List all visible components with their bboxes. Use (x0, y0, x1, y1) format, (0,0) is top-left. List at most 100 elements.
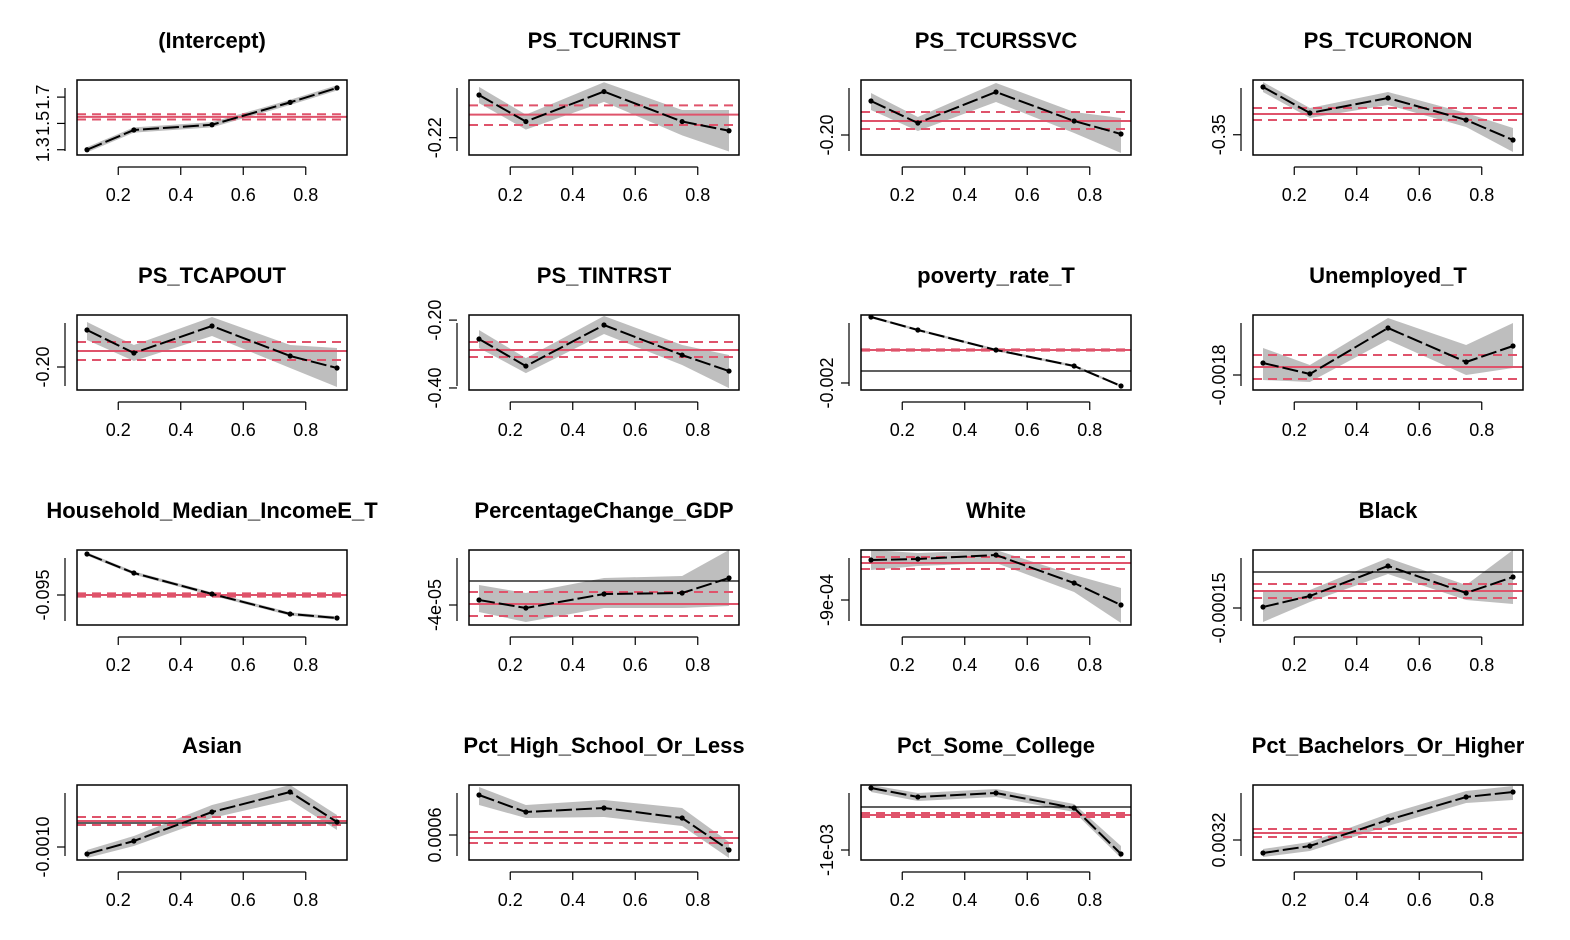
coefficient-point (287, 611, 293, 617)
coefficient-point (1307, 593, 1313, 599)
plot-area (861, 83, 1131, 153)
coefficient-point (601, 322, 607, 328)
x-tick-label: 0.2 (498, 185, 523, 205)
x-tick-label: 0.6 (231, 420, 256, 440)
coefficient-point (287, 353, 293, 359)
plot-frame (468, 784, 740, 861)
x-tick-label: 0.8 (1469, 890, 1494, 910)
confidence-band (87, 552, 337, 620)
coefficient-point (523, 809, 529, 815)
coefficient-point (993, 552, 999, 558)
panel-title: PercentageChange_GDP (474, 498, 733, 523)
confidence-band (479, 787, 729, 858)
x-tick-label: 0.6 (1407, 655, 1432, 675)
plot-area (1253, 550, 1523, 622)
coefficient-point (287, 99, 293, 105)
coefficient-point (1385, 325, 1391, 331)
x-tick-label: 0.4 (560, 185, 585, 205)
coefficient-point (1307, 843, 1313, 849)
y-tick-label: -0.40 (425, 367, 445, 408)
y-tick-label: -0.095 (33, 569, 53, 620)
panel: Black 0.2 0.4 0.6 0.8 -0.00015 (1209, 498, 1524, 675)
coefficient-point (993, 790, 999, 796)
x-tick-label: 0.8 (1077, 655, 1102, 675)
panel-title: Pct_Some_College (897, 733, 1095, 758)
coefficient-point (1510, 137, 1516, 143)
coefficient-point (476, 92, 482, 98)
x-tick-label: 0.8 (1077, 890, 1102, 910)
coefficient-point (131, 570, 137, 576)
x-tick-label: 0.8 (685, 655, 710, 675)
coefficient-point (1307, 371, 1313, 377)
coefficient-point (726, 847, 732, 853)
panel: Pct_High_School_Or_Less 0.2 0.4 0.6 0.8 0.000… (425, 733, 745, 910)
plot-frame (76, 784, 348, 861)
coefficient-point (993, 89, 999, 95)
y-tick-label: 0.0032 (1209, 812, 1229, 867)
x-tick-label: 0.8 (293, 655, 318, 675)
panel-title: Asian (182, 733, 242, 758)
confidence-band (871, 550, 1121, 624)
x-tick-label: 0.6 (1015, 890, 1040, 910)
panel: Asian 0.2 0.4 0.6 0.8 -0.0010 (33, 733, 348, 910)
coefficient-point (209, 809, 215, 815)
panel: PS_TCURONON 0.2 0.4 0.6 0.8 -0.35 (1209, 28, 1524, 205)
coefficient-point (1510, 789, 1516, 795)
coefficient-point (334, 365, 340, 371)
coefficient-point (334, 819, 340, 825)
panel: PS_TCAPOUT 0.2 0.4 0.6 0.8 -0.20 (33, 263, 348, 440)
panel: PS_TCURINST 0.2 0.4 0.6 0.8 -0.22 (425, 28, 740, 205)
coefficient-point (209, 122, 215, 128)
confidence-band (87, 785, 337, 858)
coefficient-point (868, 557, 874, 563)
coefficient-point (84, 327, 90, 333)
panel: White 0.2 0.4 0.6 0.8 -9e-04 (817, 498, 1132, 675)
plot-frame (860, 79, 1132, 156)
plot-frame (76, 314, 348, 391)
coefficient-point (131, 350, 137, 356)
x-tick-label: 0.6 (231, 890, 256, 910)
plot-area (861, 315, 1131, 389)
x-tick-label: 0.2 (106, 655, 131, 675)
plot-area (1253, 82, 1523, 152)
coefficient-point (915, 120, 921, 126)
x-tick-label: 0.6 (1015, 655, 1040, 675)
coefficient-point (131, 838, 137, 844)
coefficient-point (679, 590, 685, 596)
y-tick-label: -0.35 (1209, 114, 1229, 155)
coefficient-point (1510, 574, 1516, 580)
x-tick-label: 0.6 (623, 420, 648, 440)
coefficient-point (523, 363, 529, 369)
plot-frame (1252, 314, 1524, 391)
confidence-band (479, 316, 729, 389)
x-tick-label: 0.4 (1344, 655, 1369, 675)
coefficient-point (1463, 117, 1469, 123)
y-tick-label: -0.00015 (1209, 572, 1229, 643)
plot-frame (1252, 79, 1524, 156)
x-tick-label: 0.8 (685, 890, 710, 910)
x-tick-label: 0.2 (890, 420, 915, 440)
coefficient-point (209, 591, 215, 597)
panel: poverty_rate_T 0.2 0.4 0.6 0.8 -0.002 (817, 263, 1132, 440)
y-tick-label: -4e-05 (425, 579, 445, 631)
panel: Household_Median_IncomeE_T 0.2 0.4 0.6 0.8 -0… (33, 498, 378, 675)
plot-frame (860, 314, 1132, 391)
x-tick-label: 0.4 (560, 890, 585, 910)
coefficient-line (1262, 326, 1514, 376)
x-tick-label: 0.2 (1282, 420, 1307, 440)
x-tick-label: 0.2 (1282, 890, 1307, 910)
x-tick-label: 0.8 (1469, 655, 1494, 675)
coefficient-point (601, 805, 607, 811)
x-tick-label: 0.2 (106, 890, 131, 910)
coefficient-point (601, 591, 607, 597)
panel-title: PS_TCURSSVC (915, 28, 1078, 53)
panel-title: poverty_rate_T (917, 263, 1075, 288)
plot-frame (76, 549, 348, 626)
panel-title: (Intercept) (158, 28, 266, 53)
x-tick-label: 0.4 (1344, 185, 1369, 205)
plot-area (861, 550, 1131, 624)
plot-area (77, 785, 347, 858)
coefficient-point (1071, 580, 1077, 586)
plot-area (469, 550, 739, 622)
y-tick-label: -1e-03 (817, 824, 837, 876)
